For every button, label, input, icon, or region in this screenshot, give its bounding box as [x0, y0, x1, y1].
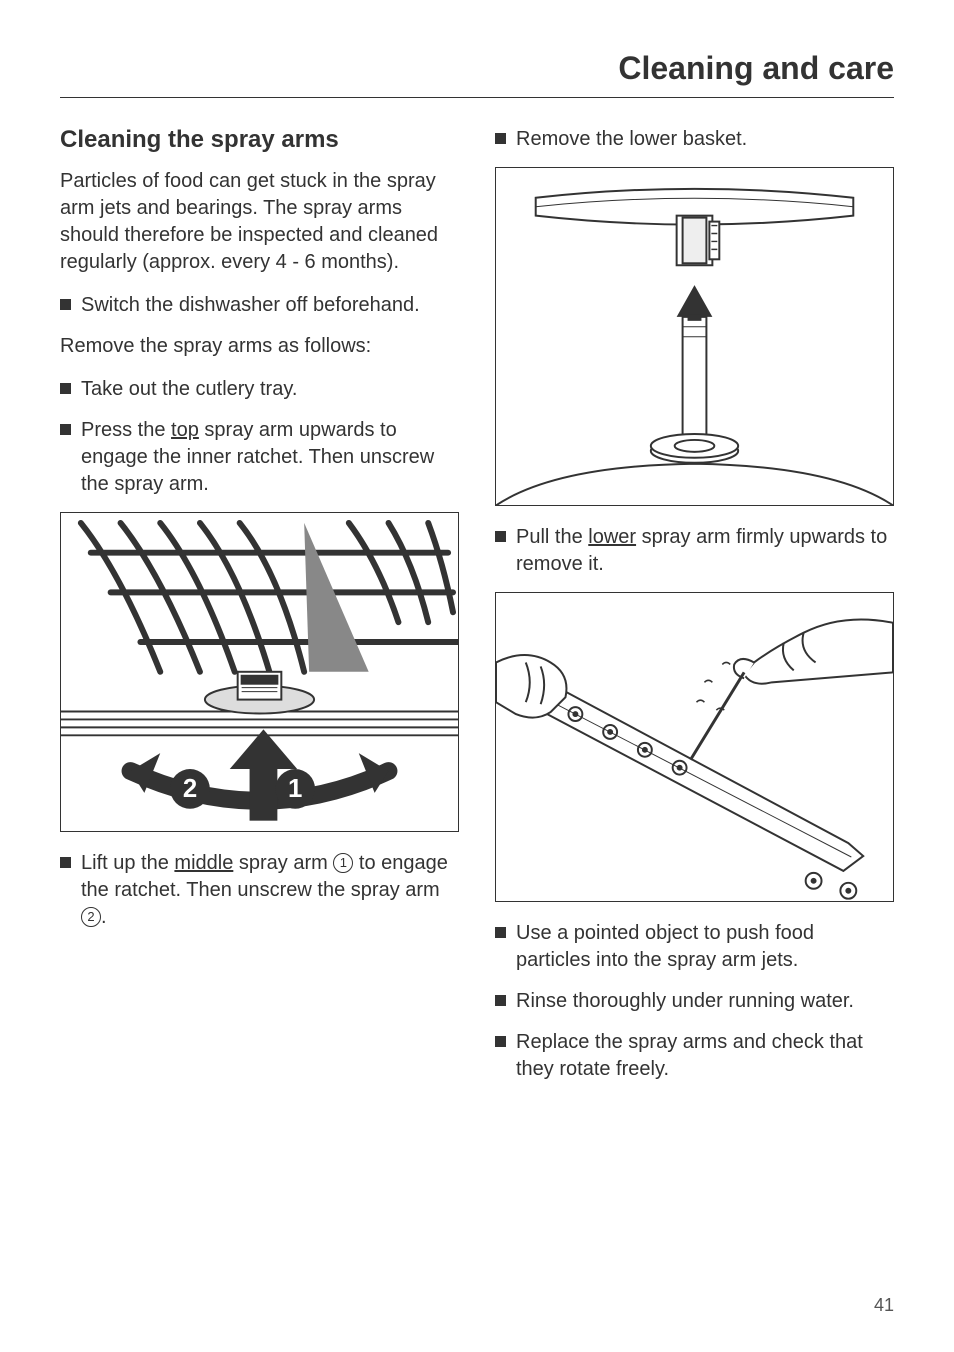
- figure-hands-cleaning-arm: [495, 592, 894, 902]
- bullet-middle-spray-arm: Lift up the middle spray arm 1 to en­gag…: [60, 850, 459, 931]
- square-bullet-icon: [495, 995, 506, 1006]
- square-bullet-icon: [495, 531, 506, 542]
- bullet-replace: Replace the spray arms and check that th…: [495, 1029, 894, 1083]
- bullet-text: Press the top spray arm upwards to engag…: [81, 417, 459, 498]
- text-underline: lower: [588, 526, 636, 548]
- bullet-text: Rinse thoroughly under running wa­ter.: [516, 988, 854, 1015]
- bullet-text: Remove the lower basket.: [516, 126, 747, 153]
- square-bullet-icon: [495, 927, 506, 938]
- square-bullet-icon: [495, 1036, 506, 1047]
- bullet-text: Use a pointed object to push food partic…: [516, 920, 894, 974]
- right-column: Remove the lower basket.: [495, 126, 894, 1097]
- text-fragment: Press the: [81, 419, 171, 441]
- section-heading: Cleaning the spray arms: [60, 126, 459, 154]
- bullet-cutlery-tray: Take out the cutlery tray.: [60, 376, 459, 403]
- figure-label-2: 2: [183, 775, 197, 803]
- bullet-switch-off: Switch the dishwasher off before­hand.: [60, 292, 459, 319]
- left-column: Cleaning the spray arms Particles of foo…: [60, 126, 459, 1097]
- bullet-push-food: Use a pointed object to push food partic…: [495, 920, 894, 974]
- circled-number-icon: 2: [81, 907, 101, 927]
- bullet-text: Replace the spray arms and check that th…: [516, 1029, 894, 1083]
- bullet-pull-lower-arm: Pull the lower spray arm firmly up­wards…: [495, 524, 894, 578]
- bullet-top-spray-arm: Press the top spray arm upwards to engag…: [60, 417, 459, 498]
- bullet-text: Switch the dishwasher off before­hand.: [81, 292, 420, 319]
- text-underline: middle: [174, 852, 233, 874]
- square-bullet-icon: [495, 133, 506, 144]
- bullet-rinse: Rinse thoroughly under running wa­ter.: [495, 988, 894, 1015]
- figure-label-1: 1: [288, 775, 302, 803]
- text-fragment: spray arm: [233, 852, 333, 874]
- bullet-text: Pull the lower spray arm firmly up­wards…: [516, 524, 894, 578]
- page-title: Cleaning and care: [60, 50, 894, 98]
- square-bullet-icon: [60, 424, 71, 435]
- figure-middle-spray-arm: 2 1: [60, 512, 459, 832]
- square-bullet-icon: [60, 857, 71, 868]
- bullet-text: Lift up the middle spray arm 1 to en­gag…: [81, 850, 459, 931]
- text-fragment: .: [101, 906, 107, 928]
- bullet-remove-basket: Remove the lower basket.: [495, 126, 894, 153]
- sub-paragraph: Remove the spray arms as follows:: [60, 333, 459, 360]
- text-underline: top: [171, 419, 199, 441]
- square-bullet-icon: [60, 299, 71, 310]
- intro-paragraph: Particles of food can get stuck in the s…: [60, 168, 459, 276]
- circled-number-icon: 1: [333, 853, 353, 873]
- figure-lower-spray-arm-hub: [495, 167, 894, 506]
- content-columns: Cleaning the spray arms Particles of foo…: [60, 126, 894, 1097]
- page-number: 41: [874, 1295, 894, 1316]
- square-bullet-icon: [60, 383, 71, 394]
- text-fragment: Pull the: [516, 526, 588, 548]
- text-fragment: Lift up the: [81, 852, 174, 874]
- bullet-text: Take out the cutlery tray.: [81, 376, 297, 403]
